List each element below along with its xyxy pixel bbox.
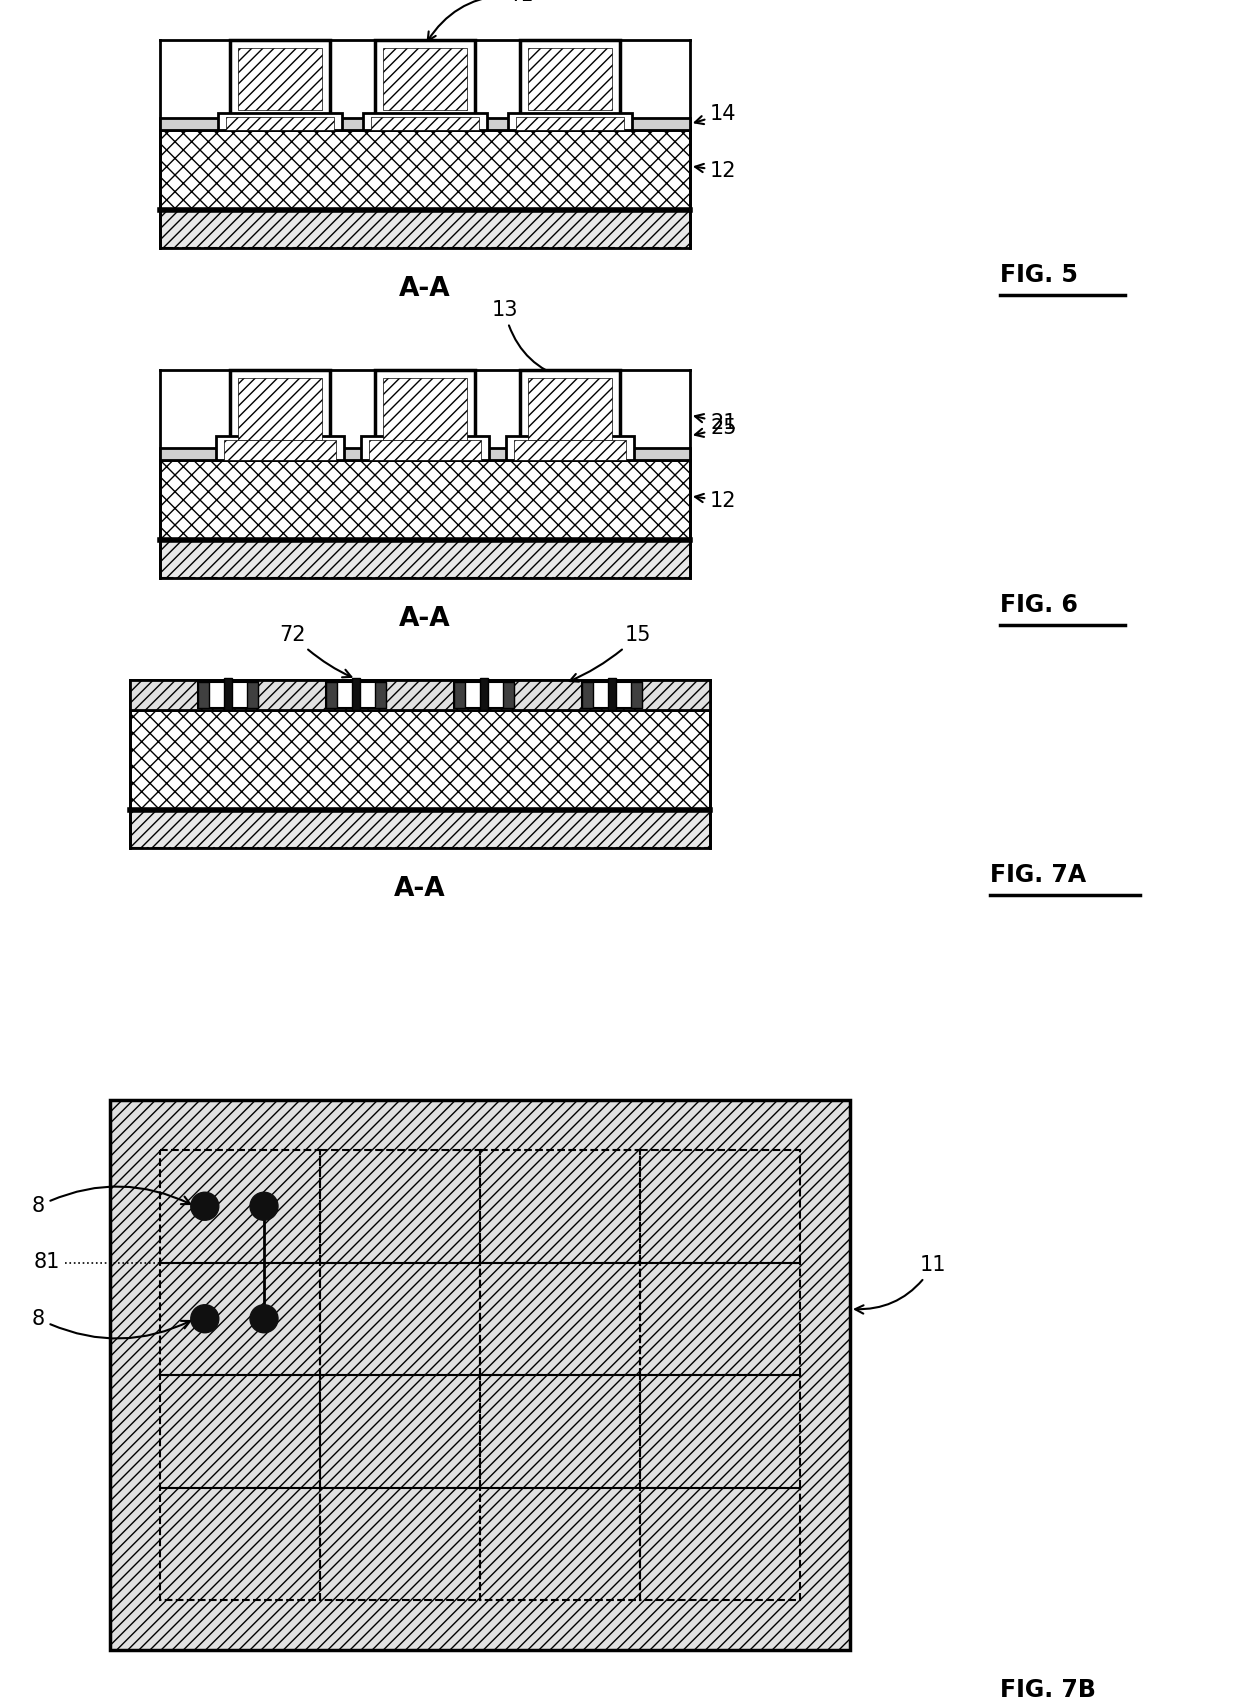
Bar — [352, 678, 360, 710]
Text: FIG. 7A: FIG. 7A — [990, 864, 1086, 888]
Bar — [226, 118, 334, 130]
Text: 41: 41 — [428, 0, 533, 41]
Bar — [160, 1376, 320, 1487]
Text: A-A: A-A — [399, 606, 451, 632]
Text: FIG. 6: FIG. 6 — [999, 592, 1078, 616]
Text: FIG. 7B: FIG. 7B — [999, 1678, 1096, 1702]
Bar — [374, 370, 475, 447]
Bar — [640, 1151, 800, 1263]
Bar — [160, 447, 689, 459]
Bar — [160, 118, 689, 130]
Bar — [503, 683, 515, 708]
Bar — [480, 1487, 640, 1599]
Bar — [640, 1376, 800, 1487]
Bar — [528, 377, 613, 440]
Text: A-A: A-A — [394, 876, 446, 901]
Text: FIG. 5: FIG. 5 — [999, 263, 1078, 287]
Bar — [160, 1263, 320, 1376]
Bar — [130, 679, 711, 710]
Circle shape — [191, 1191, 218, 1221]
Bar — [480, 1263, 640, 1376]
Bar — [515, 440, 626, 459]
Text: 12: 12 — [696, 492, 737, 510]
Bar — [320, 1376, 480, 1487]
Bar — [160, 1487, 320, 1599]
Bar — [506, 435, 634, 459]
Bar — [582, 683, 642, 708]
Bar — [508, 113, 632, 130]
Bar — [160, 210, 689, 248]
Text: A-A: A-A — [399, 277, 451, 302]
Bar — [224, 678, 232, 710]
Bar — [326, 683, 386, 708]
Bar — [640, 1487, 800, 1599]
Bar — [198, 683, 258, 708]
Bar — [198, 683, 210, 708]
Text: 72: 72 — [279, 625, 351, 678]
Bar — [363, 113, 487, 130]
Text: 21: 21 — [694, 413, 737, 434]
Circle shape — [191, 1304, 218, 1333]
Bar — [238, 377, 322, 440]
Bar — [480, 1376, 640, 1487]
Bar — [216, 435, 343, 459]
Bar — [160, 539, 689, 579]
Circle shape — [250, 1191, 278, 1221]
Text: 8: 8 — [32, 1186, 190, 1217]
Bar — [160, 459, 689, 539]
Bar — [383, 377, 467, 440]
Bar — [383, 48, 467, 109]
Bar — [454, 683, 515, 708]
Bar — [320, 1151, 480, 1263]
Text: 14: 14 — [694, 104, 737, 125]
Bar — [631, 683, 642, 708]
Bar — [224, 440, 336, 459]
Bar — [229, 39, 330, 118]
Circle shape — [250, 1304, 278, 1333]
Bar — [582, 683, 593, 708]
Bar — [326, 683, 337, 708]
Bar — [374, 683, 386, 708]
Bar — [454, 683, 465, 708]
Bar — [130, 710, 711, 811]
Bar — [480, 678, 489, 710]
Bar — [640, 1263, 800, 1376]
Bar — [160, 1151, 320, 1263]
Bar — [516, 118, 624, 130]
Bar — [374, 39, 475, 118]
Bar — [247, 683, 258, 708]
Text: 15: 15 — [569, 625, 651, 681]
Text: 81: 81 — [33, 1253, 60, 1272]
Bar — [160, 130, 689, 210]
Bar — [320, 1487, 480, 1599]
Bar — [320, 1263, 480, 1376]
Bar — [130, 811, 711, 848]
Bar — [370, 440, 481, 459]
Bar — [110, 1099, 849, 1651]
Bar — [218, 113, 342, 130]
Bar — [520, 370, 620, 447]
Bar — [361, 435, 489, 459]
Text: 13: 13 — [491, 300, 565, 381]
Bar — [608, 678, 616, 710]
Bar — [229, 370, 330, 447]
Bar — [528, 48, 613, 109]
Text: 12: 12 — [696, 160, 737, 181]
Bar — [238, 48, 322, 109]
Text: 25: 25 — [694, 418, 737, 439]
Bar — [520, 39, 620, 118]
Bar — [480, 1151, 640, 1263]
Text: 11: 11 — [856, 1255, 946, 1314]
Text: 8: 8 — [32, 1309, 190, 1338]
Bar — [371, 118, 479, 130]
